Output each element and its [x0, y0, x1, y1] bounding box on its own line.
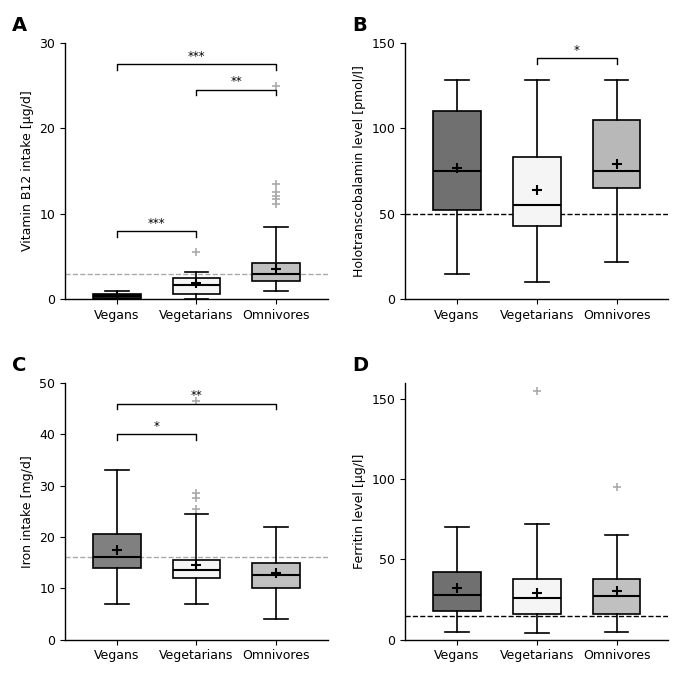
Bar [433, 111, 481, 210]
Bar [433, 572, 481, 610]
Text: C: C [12, 356, 27, 375]
Text: ***: *** [148, 217, 166, 230]
Bar [173, 560, 221, 578]
Y-axis label: Holotranscobalamin level [pmol/l]: Holotranscobalamin level [pmol/l] [353, 65, 366, 277]
Y-axis label: Vitamin B12 intake [μg/d]: Vitamin B12 intake [μg/d] [21, 91, 34, 251]
Bar [93, 294, 140, 299]
Bar [93, 534, 140, 568]
Text: ***: *** [188, 50, 206, 62]
Bar [593, 120, 640, 188]
Text: *: * [574, 44, 580, 57]
Text: **: ** [190, 389, 202, 402]
Bar [252, 263, 300, 280]
Bar [513, 158, 561, 226]
Text: B: B [353, 16, 367, 35]
Bar [252, 563, 300, 588]
Text: D: D [353, 356, 369, 375]
Bar [173, 278, 221, 294]
Y-axis label: Iron intake [mg/d]: Iron intake [mg/d] [21, 455, 34, 568]
Bar [593, 579, 640, 614]
Text: A: A [12, 16, 27, 35]
Y-axis label: Ferritin level [μg/l]: Ferritin level [μg/l] [353, 454, 366, 569]
Text: *: * [153, 420, 160, 433]
Bar [513, 579, 561, 614]
Text: **: ** [230, 75, 242, 88]
